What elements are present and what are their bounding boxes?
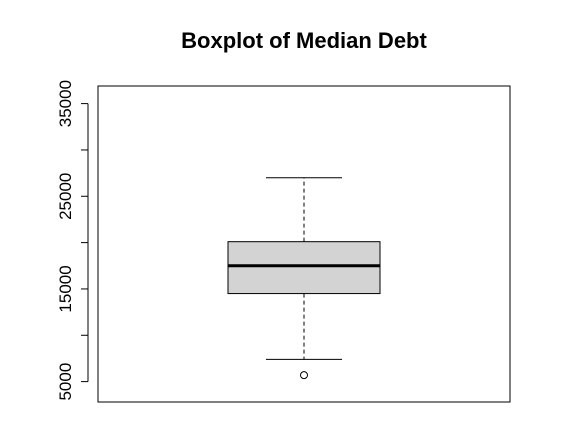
y-tick-label: 5000 xyxy=(56,363,75,401)
outlier-point xyxy=(300,371,308,380)
y-tick-label: 15000 xyxy=(56,265,75,312)
interquartile-box xyxy=(227,241,381,295)
y-tick-label: 35000 xyxy=(56,80,75,127)
box-group xyxy=(227,177,381,380)
y-axis: 5000 15000 25000 35000 xyxy=(56,80,89,401)
plot-frame xyxy=(97,85,511,403)
y-tick-label: 25000 xyxy=(56,173,75,220)
chart-title: Boxplot of Median Debt xyxy=(181,28,427,53)
